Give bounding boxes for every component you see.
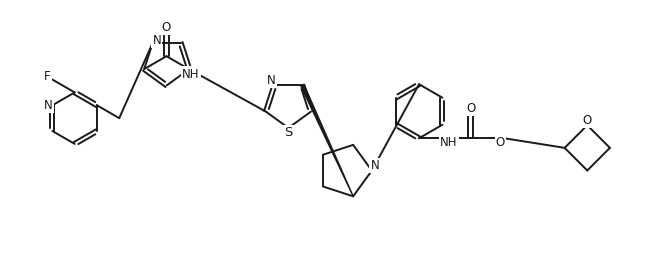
Text: S: S	[284, 126, 292, 139]
Text: N: N	[371, 159, 379, 172]
Text: N: N	[267, 74, 276, 87]
Text: O: O	[495, 136, 505, 149]
Text: F: F	[44, 70, 51, 83]
Polygon shape	[301, 84, 353, 196]
Text: O: O	[583, 114, 592, 127]
Text: N: N	[44, 99, 53, 112]
Text: N: N	[152, 34, 161, 47]
Text: NH: NH	[182, 68, 200, 81]
Text: O: O	[162, 21, 171, 34]
Text: NH: NH	[440, 136, 457, 149]
Text: O: O	[466, 102, 475, 115]
